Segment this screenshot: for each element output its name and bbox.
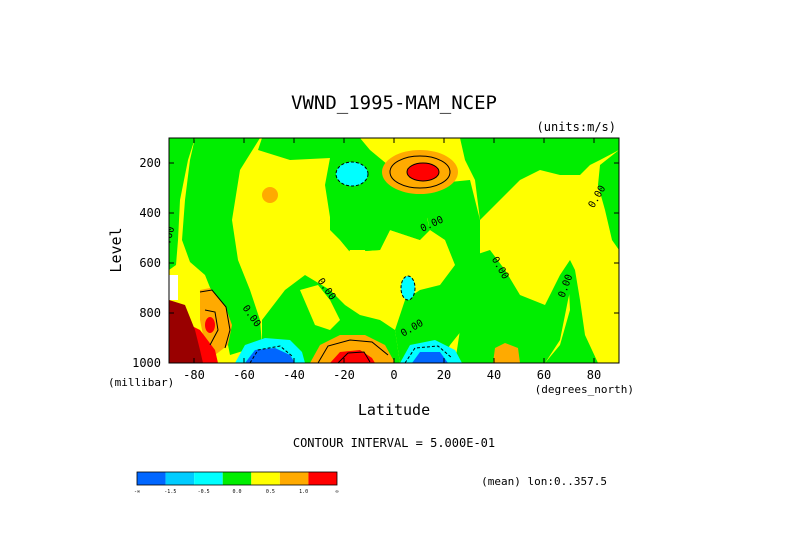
colorbar-swatch	[137, 472, 166, 485]
contour-region-green-8	[545, 270, 598, 363]
contour-lines	[199, 155, 453, 363]
contour-region-darkred-edge	[169, 300, 203, 363]
plot-area: 0.00 0.00 0.00 0.00 0.00 0.00 0.00 0.00	[160, 138, 619, 363]
y-tick-label: 1000	[132, 356, 161, 370]
colorbar-tick-label: 0.0	[232, 489, 241, 495]
x-tick-label: -20	[333, 368, 355, 382]
contour-region-cyan-low-3	[400, 340, 462, 363]
y-tick-label: 200	[139, 156, 161, 170]
colorbar-frame	[136, 471, 338, 486]
contour-label-1: 0.00	[160, 225, 177, 251]
mean-longitude-text: (mean) lon:0..357.5	[481, 475, 607, 488]
y-tick-label: 400	[139, 206, 161, 220]
x-tick-label: -40	[283, 368, 305, 382]
contour-region-green-10	[455, 250, 575, 363]
colorbar-tick-label: -∞	[134, 489, 140, 495]
contour-region-green-9	[598, 150, 619, 250]
contour-region-orange-small	[262, 187, 278, 203]
contour-region-cyan-2	[401, 276, 415, 300]
x-tick-label: 40	[487, 368, 501, 382]
colorbar-swatch	[308, 472, 337, 485]
contour-region-white-edge	[169, 275, 178, 300]
contour-region-blue-low-1	[245, 348, 295, 363]
x-axis-units: (degrees_north)	[535, 383, 634, 396]
colorbar-swatch	[165, 472, 195, 485]
colorbar-tick-label: -0.5	[198, 489, 210, 495]
contour-region-yellow-1	[340, 250, 368, 290]
x-tick-label: 60	[537, 368, 551, 382]
x-tick-label: -80	[183, 368, 205, 382]
colorbar-tick-label: ∞	[335, 489, 338, 495]
x-tick-label: 20	[437, 368, 451, 382]
colorbar: -∞ -1.5 -0.5 0.0 0.5 1.0 ∞	[134, 471, 339, 495]
contour-region-green-4	[182, 138, 262, 355]
colorbar-tick-label: 1.0	[299, 489, 308, 495]
x-axis: -80 -60 -40 -20 0 20 40 60 80	[183, 138, 601, 382]
contour-region-cyan-1	[336, 162, 368, 186]
contour-region-yellow-2	[300, 285, 340, 330]
units-label: (units:m/s)	[537, 120, 616, 134]
x-axis-title: Latitude	[358, 401, 430, 419]
contour-region-green-6	[330, 185, 430, 252]
colorbar-tick-label: 0.5	[266, 489, 275, 495]
y-axis-units: (millibar)	[108, 376, 174, 389]
y-axis-title: Level	[107, 227, 125, 272]
chart-title: VWND_1995-MAM_NCEP	[291, 92, 497, 114]
x-tick-label: 0	[390, 368, 397, 382]
contour-region-red-upper	[407, 163, 439, 181]
colorbar-tick-label: -1.5	[164, 489, 176, 495]
colorbar-swatch	[279, 472, 309, 485]
contour-region-orange-low-2	[310, 335, 395, 363]
contour-region-orange-low-4	[493, 343, 520, 363]
y-tick-label: 600	[139, 256, 161, 270]
colorbar-swatch	[222, 472, 252, 485]
y-axis: 200 400 600 800 1000	[132, 156, 619, 370]
contour-region-green-3	[169, 138, 195, 270]
contour-region-red-lowleft	[205, 317, 215, 333]
colorbar-swatch	[251, 472, 280, 485]
colorbar-swatch	[194, 472, 223, 485]
x-tick-label: 80	[587, 368, 601, 382]
contour-interval-text: CONTOUR INTERVAL = 5.000E-01	[293, 436, 495, 450]
y-tick-label: 800	[139, 306, 161, 320]
x-tick-label: -60	[233, 368, 255, 382]
contour-region-blue-low-3	[412, 352, 448, 363]
contour-region-green-5	[395, 180, 480, 363]
contour-region-green-2	[460, 138, 619, 220]
